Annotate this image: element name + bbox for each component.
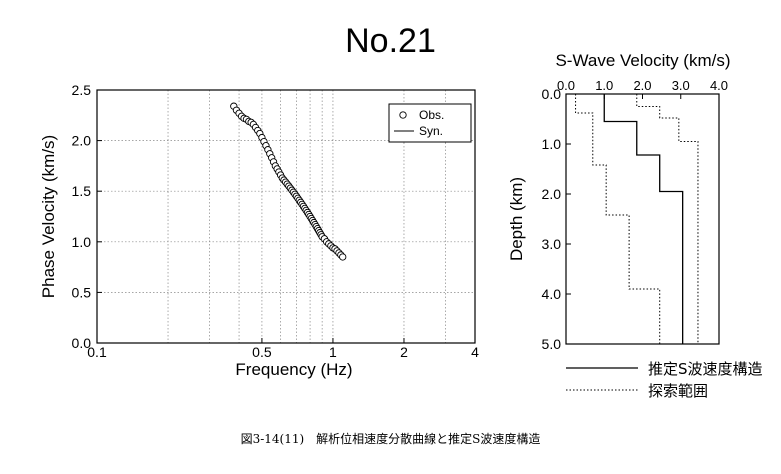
x-tick-label: 1: [329, 344, 337, 360]
legend-range-label: 探索範囲: [648, 382, 708, 400]
data-point: [339, 253, 347, 261]
profile-y-tick-label: 2.0: [542, 186, 562, 202]
profile-x-tick-label: 0.0: [557, 78, 575, 93]
profile-y-tick-label: 1.0: [542, 136, 562, 152]
y-tick-label: 1.0: [72, 234, 92, 250]
profile-y-tick-label: 5.0: [542, 336, 562, 352]
y-tick-label: 0.5: [72, 284, 92, 300]
profile-frame: [565, 93, 720, 345]
profile-x-tick-label: 2.0: [633, 78, 651, 93]
profile-y-tick-label: 0.0: [542, 86, 562, 102]
y-tick-label: 1.5: [72, 183, 92, 199]
profile-y-tick-label: 3.0: [542, 236, 562, 252]
legend-obs-label: Obs.: [419, 108, 444, 122]
profile-x-tick-label: 1.0: [595, 78, 613, 93]
x-tick-label: 2: [400, 344, 408, 360]
plot-frame: [96, 89, 476, 344]
profile-y-tick-label: 4.0: [542, 286, 562, 302]
legend-syn-label: Syn.: [419, 124, 443, 138]
page-title: No.21: [345, 22, 436, 60]
figure-caption: 図3-14(11) 解析位相速度分散曲線と推定S波速度構造: [240, 432, 541, 446]
x-tick-label: 0.1: [87, 344, 107, 360]
profile-x-tick-label: 4.0: [710, 78, 728, 93]
estimated-profile-line: [603, 94, 684, 344]
y-tick-label: 0.0: [72, 335, 92, 351]
y-tick-label: 2.5: [72, 82, 92, 98]
y-axis-label: Phase Velocity (km/s): [39, 135, 58, 298]
legend-box: [388, 103, 472, 143]
profile-y-axis-label: Depth (km): [507, 177, 526, 261]
profile-x-tick-label: 3.0: [672, 78, 690, 93]
search-range-line: [575, 94, 661, 344]
legend-obs-marker: [399, 111, 407, 119]
y-tick-label: 2.0: [72, 133, 92, 149]
profile-title: S-Wave Velocity (km/s): [555, 51, 730, 70]
legend-estimated-label: 推定S波速度構造: [648, 360, 763, 378]
x-tick-label: 4: [471, 344, 479, 360]
x-axis-label: Frequency (Hz): [235, 360, 352, 379]
search-range-line: [636, 94, 699, 344]
x-tick-label: 0.5: [252, 344, 272, 360]
